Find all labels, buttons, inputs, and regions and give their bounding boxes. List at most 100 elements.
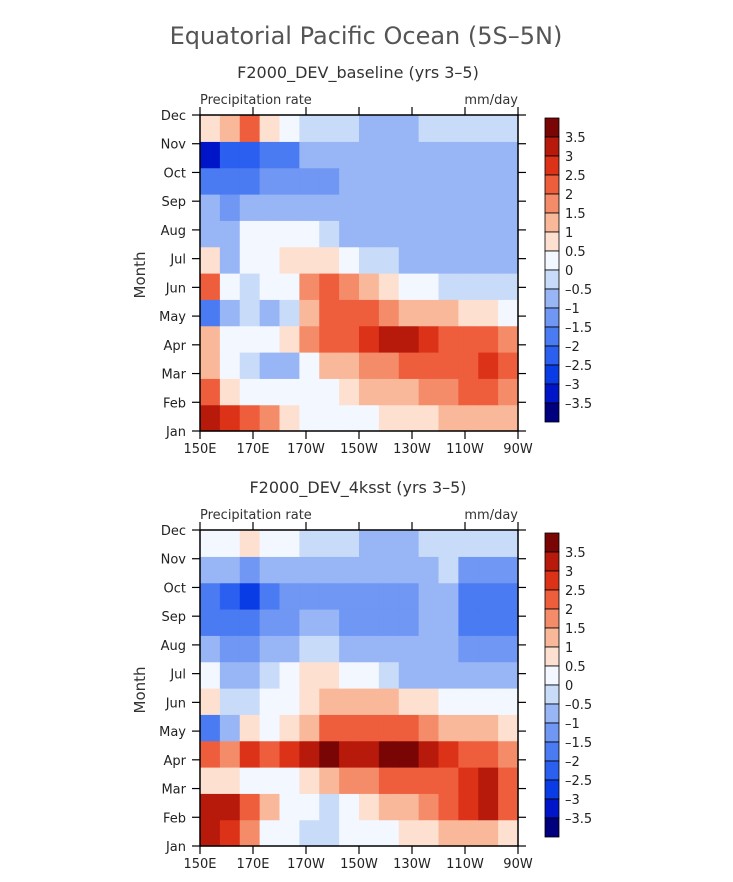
heatmap-cell (259, 635, 281, 663)
heatmap-cell (438, 793, 459, 821)
heatmap-cell (279, 194, 300, 221)
heatmap-cell (458, 767, 479, 794)
heatmap-cell (259, 352, 281, 379)
heatmap-cell (200, 819, 221, 847)
heatmap-cell (418, 220, 440, 248)
heatmap-cell (418, 299, 440, 327)
heatmap-cell (398, 661, 420, 689)
heatmap-cell (478, 352, 499, 379)
heatmap-cell (498, 635, 519, 663)
colorbar-label: –3.5 (565, 812, 592, 827)
heatmap-cell (239, 819, 261, 847)
heatmap-cell (498, 714, 519, 742)
heatmap-cell (319, 115, 340, 142)
colorbar-swatch (544, 532, 560, 553)
x-tick-label: 170E (236, 442, 269, 457)
heatmap-cell (418, 793, 440, 821)
heatmap-cell (200, 582, 221, 610)
heatmap-cell (458, 299, 479, 327)
heatmap-cell (478, 819, 499, 847)
heatmap-cell (398, 688, 420, 715)
heatmap-cell (259, 740, 281, 768)
heatmap-cell (378, 740, 400, 768)
colorbar-label: 1 (565, 641, 573, 656)
colorbar-label: –3 (565, 378, 580, 393)
heatmap-cell (498, 299, 519, 327)
heatmap-cell (438, 740, 459, 768)
heatmap-cell (418, 194, 440, 221)
panel-baseline: F2000_DEV_baseline (yrs 3–5) Precipitati… (131, 63, 592, 457)
y-tick-label: Oct (164, 166, 186, 181)
heatmap-cell (200, 352, 221, 379)
y-tick-label: Aug (161, 639, 186, 654)
heatmap-cell (438, 141, 459, 169)
heatmap-cell (378, 194, 400, 221)
heatmap-cell (319, 141, 340, 169)
heatmap-cell (438, 714, 459, 742)
heatmap-cell (200, 530, 221, 557)
colorbar-swatch (544, 779, 560, 800)
heatmap-cell (498, 793, 519, 821)
colorbar-swatch (544, 326, 560, 347)
heatmap-cell (319, 688, 340, 715)
heatmap-cell (339, 609, 360, 636)
y-tick-label: Dec (161, 524, 186, 539)
heatmap-cell (398, 582, 420, 610)
panel-title-4ksst: F2000_DEV_4ksst (yrs 3–5) (249, 478, 466, 498)
y-tick-label: Apr (164, 339, 187, 354)
heatmap-cell (478, 556, 499, 584)
colorbar-label: –1 (565, 302, 580, 317)
colorbar-swatch (544, 136, 560, 157)
heatmap-cell (239, 530, 261, 557)
heatmap-cell (498, 352, 519, 379)
heatmap-cell (239, 740, 261, 768)
panel-4ksst: F2000_DEV_4ksst (yrs 3–5) Precipitation … (131, 478, 592, 872)
heatmap-cell (279, 740, 300, 768)
y-tick-label: Jan (165, 425, 186, 440)
heatmap-cell (259, 325, 281, 353)
heatmap-cell (458, 793, 479, 821)
heatmap-cell (200, 246, 221, 274)
colorbar-label: –2.5 (565, 774, 592, 789)
heatmap-cell (339, 115, 360, 142)
heatmap-cell (299, 325, 320, 353)
colorbar-swatch (544, 551, 560, 572)
heatmap-cell (200, 115, 221, 142)
heatmap-cell (478, 793, 499, 821)
heatmap-cell (339, 325, 360, 353)
y-tick-label: Jan (165, 840, 186, 855)
heatmap-cell (458, 115, 479, 142)
heatmap-cell (359, 714, 380, 742)
heatmap-cell (418, 273, 440, 300)
heatmap-cell (239, 115, 261, 142)
heatmap-cell (339, 819, 360, 847)
heatmap-cell (319, 582, 340, 610)
heatmap-cell (339, 556, 360, 584)
heatmap-cell (378, 661, 400, 689)
heatmap-cell (219, 404, 241, 432)
colorbar-label: –3 (565, 793, 580, 808)
y-tick-label: Feb (163, 396, 186, 411)
heatmap-cell (359, 246, 380, 274)
heatmap-cell (359, 582, 380, 610)
x-tick-label: 170W (287, 442, 325, 457)
heatmap-cell (299, 793, 320, 821)
x-tick-label: 150W (340, 857, 378, 872)
heatmap-cell (219, 220, 241, 248)
heatmap-cell (458, 194, 479, 221)
heatmap-cell (378, 246, 400, 274)
heatmap-cell (458, 635, 479, 663)
heatmap-cell (299, 194, 320, 221)
colorbar-label: 2.5 (565, 169, 586, 184)
heatmap-cell (478, 740, 499, 768)
colorbar-label: –1 (565, 717, 580, 732)
colorbar-swatch (544, 155, 560, 176)
heatmap-cell (438, 325, 459, 353)
heatmap-cell (259, 819, 281, 847)
heatmap-cell (418, 688, 440, 715)
heatmap-cell (200, 740, 221, 768)
heatmap-cell (299, 378, 320, 406)
heatmap-cell (200, 767, 221, 794)
heatmap-cell (299, 246, 320, 274)
x-tick-label: 110W (446, 442, 484, 457)
